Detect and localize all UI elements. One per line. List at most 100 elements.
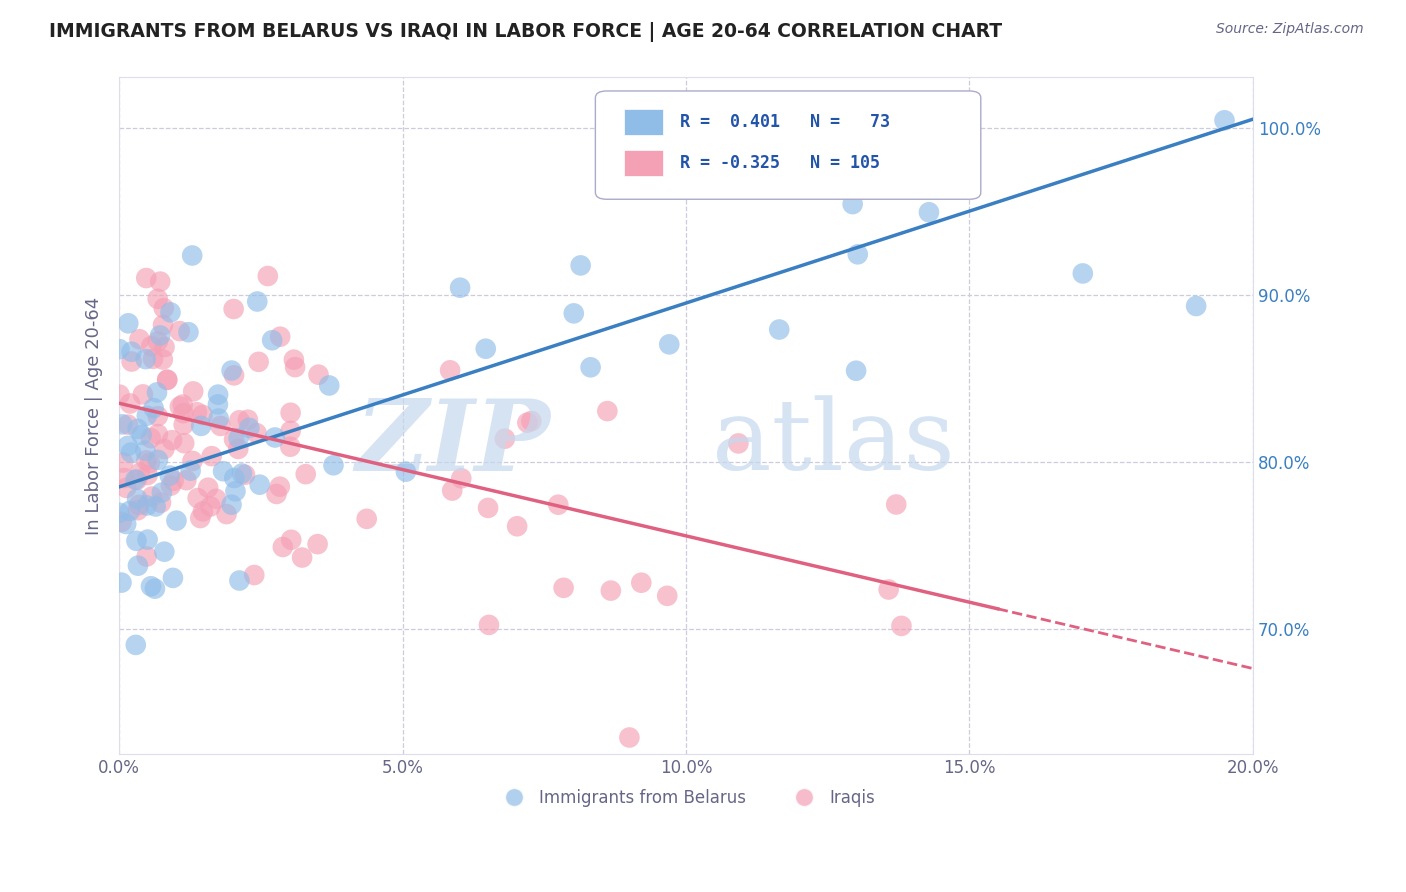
Text: R = -0.325   N = 105: R = -0.325 N = 105	[681, 153, 880, 172]
Point	[172, 398, 194, 412]
Point	[238, 421, 260, 435]
Point	[439, 363, 461, 377]
Point	[207, 397, 229, 411]
Point	[246, 294, 269, 309]
Point	[322, 458, 344, 473]
Point	[152, 318, 174, 332]
Point	[127, 503, 149, 517]
Point	[520, 414, 543, 428]
Point	[136, 499, 159, 513]
Point	[128, 332, 150, 346]
Point	[177, 325, 200, 339]
Point	[187, 491, 209, 505]
Point	[139, 431, 162, 445]
Point	[224, 471, 246, 485]
Point	[163, 474, 186, 488]
Point	[117, 439, 139, 453]
Point	[160, 433, 183, 447]
Point	[249, 477, 271, 491]
Point	[129, 466, 152, 480]
Point	[124, 473, 146, 487]
Point	[125, 638, 148, 652]
Point	[619, 731, 641, 745]
Point	[159, 478, 181, 492]
Point	[207, 387, 229, 401]
Point	[132, 387, 155, 401]
Point	[156, 373, 179, 387]
Text: atlas: atlas	[711, 395, 955, 491]
Point	[221, 363, 243, 377]
Point	[1185, 299, 1208, 313]
Point	[120, 396, 142, 410]
Point	[1071, 267, 1094, 281]
Point	[188, 511, 211, 525]
Point	[117, 316, 139, 330]
Point	[630, 575, 652, 590]
Point	[221, 498, 243, 512]
Point	[256, 268, 278, 283]
Point	[181, 454, 204, 468]
Point	[450, 471, 472, 485]
Point	[212, 464, 235, 478]
Point	[111, 417, 134, 432]
Point	[278, 440, 301, 454]
Point	[146, 427, 169, 442]
Point	[569, 259, 592, 273]
Point	[553, 581, 575, 595]
Point	[176, 473, 198, 487]
Point	[356, 512, 378, 526]
Point	[474, 342, 496, 356]
Point	[226, 442, 249, 456]
Point	[166, 514, 188, 528]
Text: ZIP: ZIP	[356, 394, 550, 491]
Point	[146, 292, 169, 306]
Point	[547, 498, 569, 512]
Point	[110, 515, 132, 529]
Point	[222, 301, 245, 316]
Point	[209, 418, 232, 433]
Point	[307, 537, 329, 551]
Text: Source: ZipAtlas.com: Source: ZipAtlas.com	[1216, 22, 1364, 37]
Point	[228, 574, 250, 588]
Point	[197, 481, 219, 495]
Point	[143, 582, 166, 596]
Point	[264, 430, 287, 444]
Point	[224, 484, 246, 499]
FancyBboxPatch shape	[595, 91, 981, 199]
Point	[233, 467, 256, 482]
Point	[449, 281, 471, 295]
Point	[156, 373, 179, 387]
Point	[141, 339, 163, 353]
Point	[768, 322, 790, 336]
Point	[125, 473, 148, 487]
Point	[146, 453, 169, 467]
Point	[243, 568, 266, 582]
Point	[262, 333, 284, 347]
Point	[291, 550, 314, 565]
Point	[269, 329, 291, 343]
Point	[121, 344, 143, 359]
Point	[918, 205, 941, 219]
Point	[596, 404, 619, 418]
Point	[215, 507, 238, 521]
Point	[115, 516, 138, 531]
Point	[181, 384, 204, 399]
Point	[146, 385, 169, 400]
Point	[494, 432, 516, 446]
Point	[121, 354, 143, 368]
Point	[152, 352, 174, 367]
Point	[120, 445, 142, 459]
Point	[108, 387, 131, 401]
Point	[173, 436, 195, 450]
Point	[135, 549, 157, 564]
Point	[162, 571, 184, 585]
Y-axis label: In Labor Force | Age 20-64: In Labor Force | Age 20-64	[86, 297, 103, 535]
Point	[657, 589, 679, 603]
Point	[280, 406, 302, 420]
Point	[134, 443, 156, 458]
Legend: Immigrants from Belarus, Iraqis: Immigrants from Belarus, Iraqis	[491, 782, 882, 814]
Point	[127, 422, 149, 436]
Point	[153, 340, 176, 354]
Point	[395, 465, 418, 479]
Point	[169, 324, 191, 338]
